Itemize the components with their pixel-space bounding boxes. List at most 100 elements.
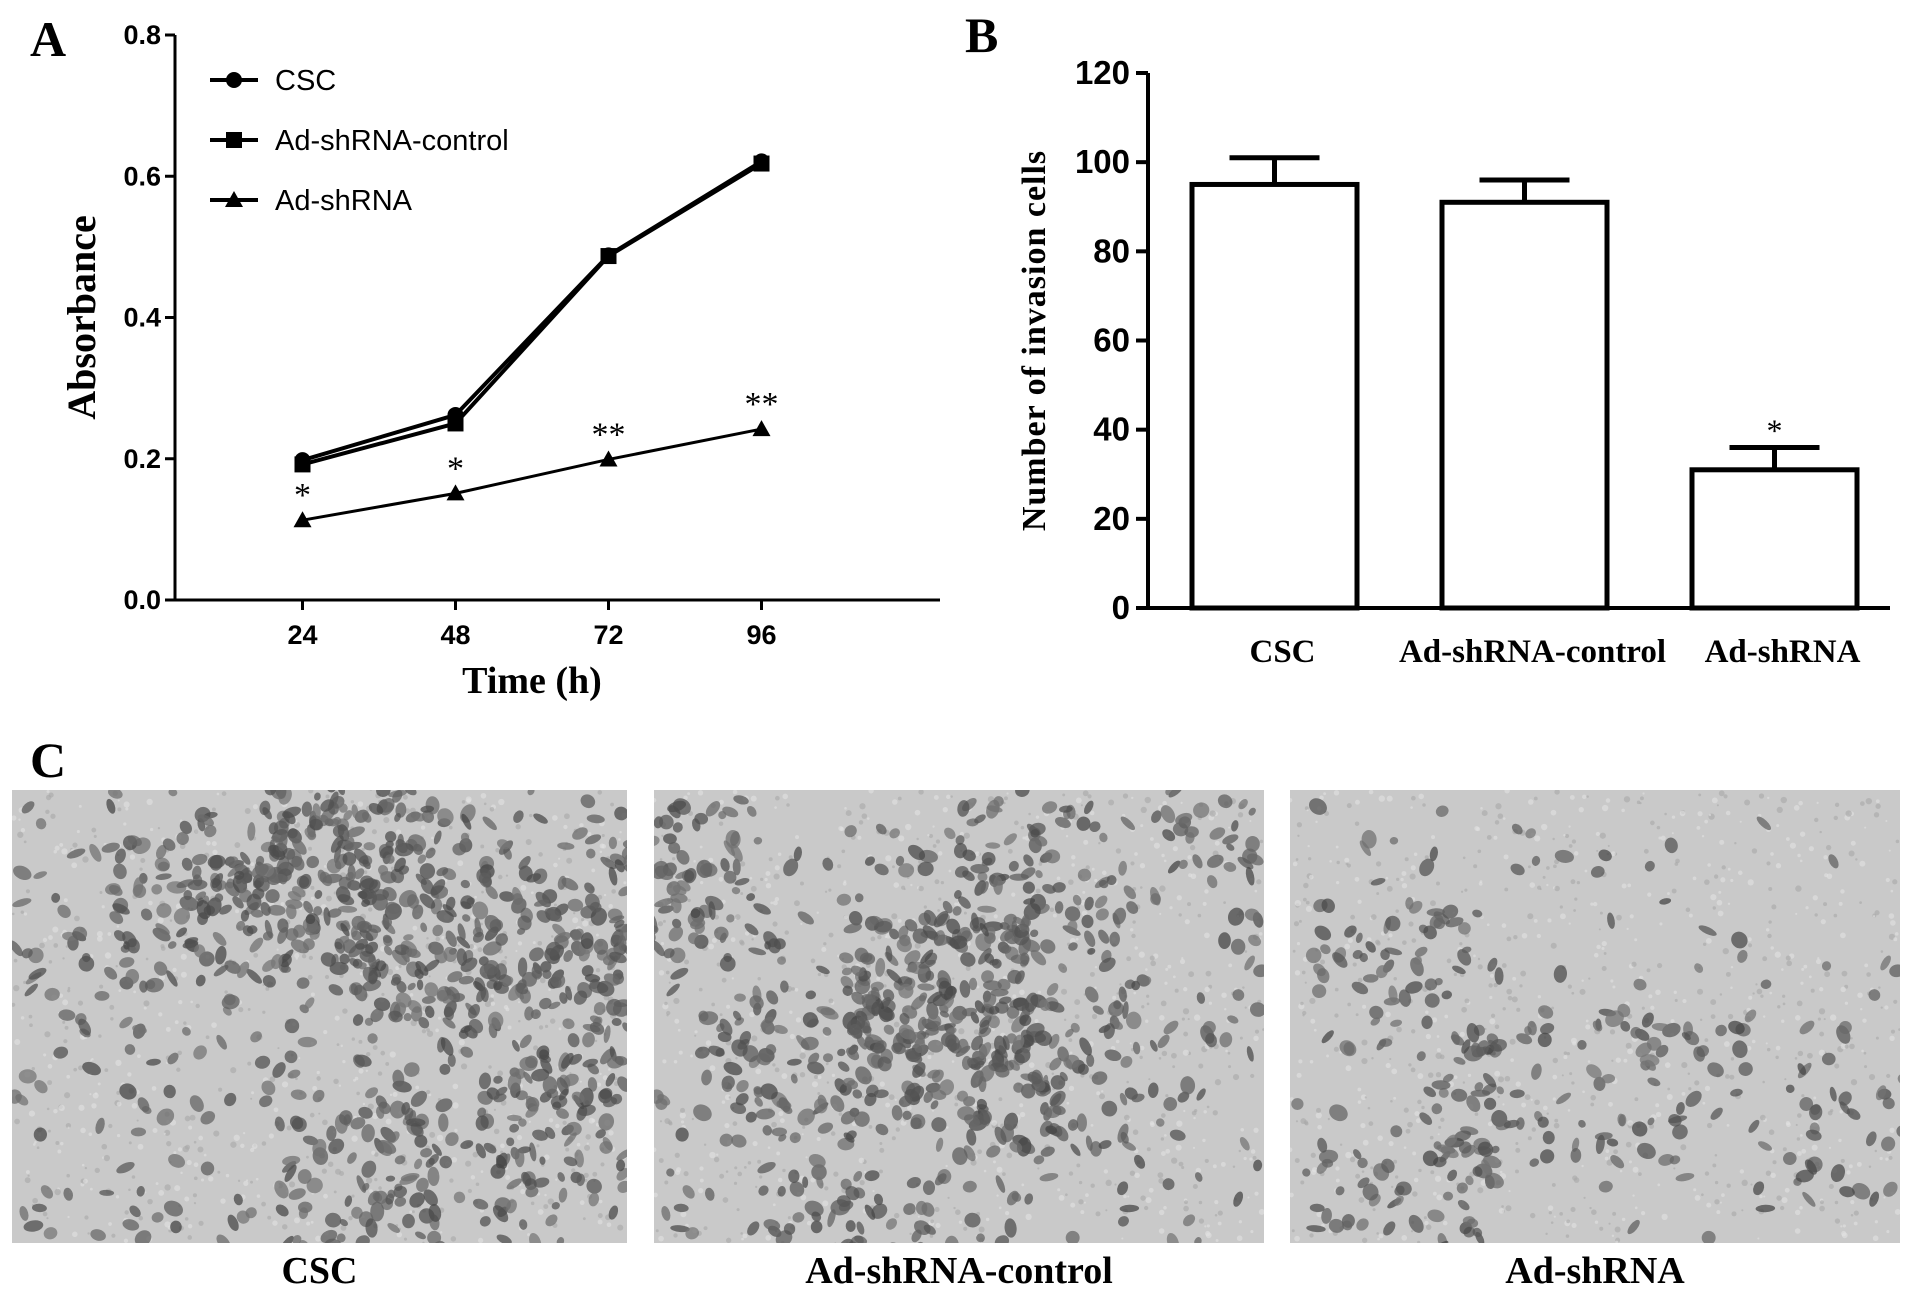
stained-cell (1302, 1168, 1311, 1177)
stained-cell (1698, 925, 1717, 936)
membrane-pore (60, 1141, 64, 1146)
membrane-pore (728, 1096, 731, 1099)
membrane-pore (500, 1143, 505, 1149)
stained-cell (805, 990, 817, 1000)
stained-cell (556, 1108, 569, 1119)
membrane-pore (146, 798, 153, 806)
stained-cell (267, 904, 286, 916)
membrane-pore (1221, 992, 1227, 998)
stained-cell (765, 1044, 777, 1055)
stained-cell (1013, 1082, 1024, 1093)
membrane-pore (1894, 932, 1899, 936)
membrane-pore (151, 1086, 157, 1091)
membrane-pore (1254, 1029, 1260, 1034)
membrane-pore (1159, 885, 1166, 892)
stained-cell (493, 1093, 507, 1103)
membrane-pore (799, 881, 804, 886)
membrane-pore (361, 847, 365, 852)
membrane-pore (23, 840, 27, 844)
stained-cell (1452, 965, 1466, 975)
membrane-pore (1511, 996, 1518, 1003)
membrane-pore (579, 823, 584, 828)
membrane-pore (598, 1199, 603, 1204)
membrane-pore (1775, 863, 1782, 869)
stained-cell (394, 857, 406, 873)
membrane-pore (918, 885, 924, 892)
stained-cell (314, 889, 323, 899)
stained-cell (618, 935, 627, 952)
membrane-pore (699, 1166, 704, 1171)
membrane-pore (185, 1144, 191, 1150)
stained-cell (82, 1061, 101, 1076)
stained-cell (810, 1220, 823, 1234)
membrane-pore (664, 1001, 668, 1006)
membrane-pore (1412, 1191, 1418, 1197)
stained-cell (1647, 1077, 1661, 1087)
membrane-pore (1850, 1200, 1855, 1205)
membrane-pore (143, 1000, 150, 1007)
membrane-pore (1641, 1006, 1645, 1010)
membrane-pore (1840, 1158, 1845, 1164)
membrane-pore (116, 1101, 122, 1107)
membrane-pore (1357, 899, 1362, 904)
membrane-pore (1704, 819, 1709, 824)
stained-cell (889, 928, 900, 940)
membrane-pore (439, 1231, 443, 1234)
membrane-pore (1350, 914, 1356, 920)
membrane-pore (53, 943, 59, 948)
membrane-pore (50, 813, 56, 819)
stained-cell (1226, 843, 1235, 851)
membrane-pore (1194, 1109, 1198, 1113)
membrane-pore (1727, 867, 1731, 871)
stained-cell (839, 952, 854, 964)
stained-cell (1408, 1214, 1424, 1233)
stained-cell (1435, 805, 1449, 817)
stained-cell (1012, 1034, 1025, 1050)
membrane-pore (1757, 1237, 1760, 1240)
stained-cell (788, 1169, 800, 1184)
stained-cell (800, 1036, 819, 1051)
membrane-pore (412, 925, 418, 931)
stained-cell (317, 869, 327, 883)
membrane-pore (599, 1072, 602, 1076)
membrane-pore (741, 1237, 744, 1241)
stained-cell (387, 1222, 400, 1233)
membrane-pore (1664, 812, 1667, 816)
membrane-pore (1842, 1224, 1846, 1228)
membrane-pore (483, 802, 487, 806)
membrane-pore (326, 895, 332, 902)
significance-marker: * (294, 477, 311, 514)
membrane-pore (1238, 1149, 1242, 1153)
membrane-pore (1505, 1205, 1512, 1212)
membrane-pore (1140, 806, 1147, 814)
membrane-pore (1768, 920, 1772, 924)
stained-cell (1707, 1062, 1724, 1078)
stained-cell (733, 795, 749, 805)
membrane-pore (525, 839, 532, 846)
membrane-pore (824, 1186, 829, 1191)
membrane-pore (116, 1090, 121, 1095)
stained-cell (155, 844, 167, 859)
significance-marker: * (447, 450, 464, 487)
stained-cell (958, 896, 971, 909)
membrane-pore (744, 931, 750, 936)
stained-cell (284, 1050, 298, 1064)
membrane-pore (1367, 1106, 1371, 1110)
stained-cell (730, 843, 743, 862)
membrane-pore (1296, 822, 1303, 828)
stained-cell (403, 1062, 420, 1077)
stained-cell (559, 992, 568, 1004)
membrane-pore (1849, 1043, 1855, 1050)
membrane-pore (67, 1126, 70, 1129)
stained-cell (1132, 1041, 1141, 1055)
membrane-pore (1554, 885, 1560, 892)
membrane-pore (1776, 824, 1780, 828)
membrane-pore (537, 1209, 544, 1215)
stained-cell (899, 1012, 910, 1025)
membrane-pore (1707, 863, 1711, 867)
stained-cell (436, 867, 449, 877)
membrane-pore (1841, 1230, 1847, 1237)
membrane-pore (1528, 799, 1534, 805)
stained-cell (312, 803, 321, 818)
membrane-pore (1590, 902, 1594, 906)
